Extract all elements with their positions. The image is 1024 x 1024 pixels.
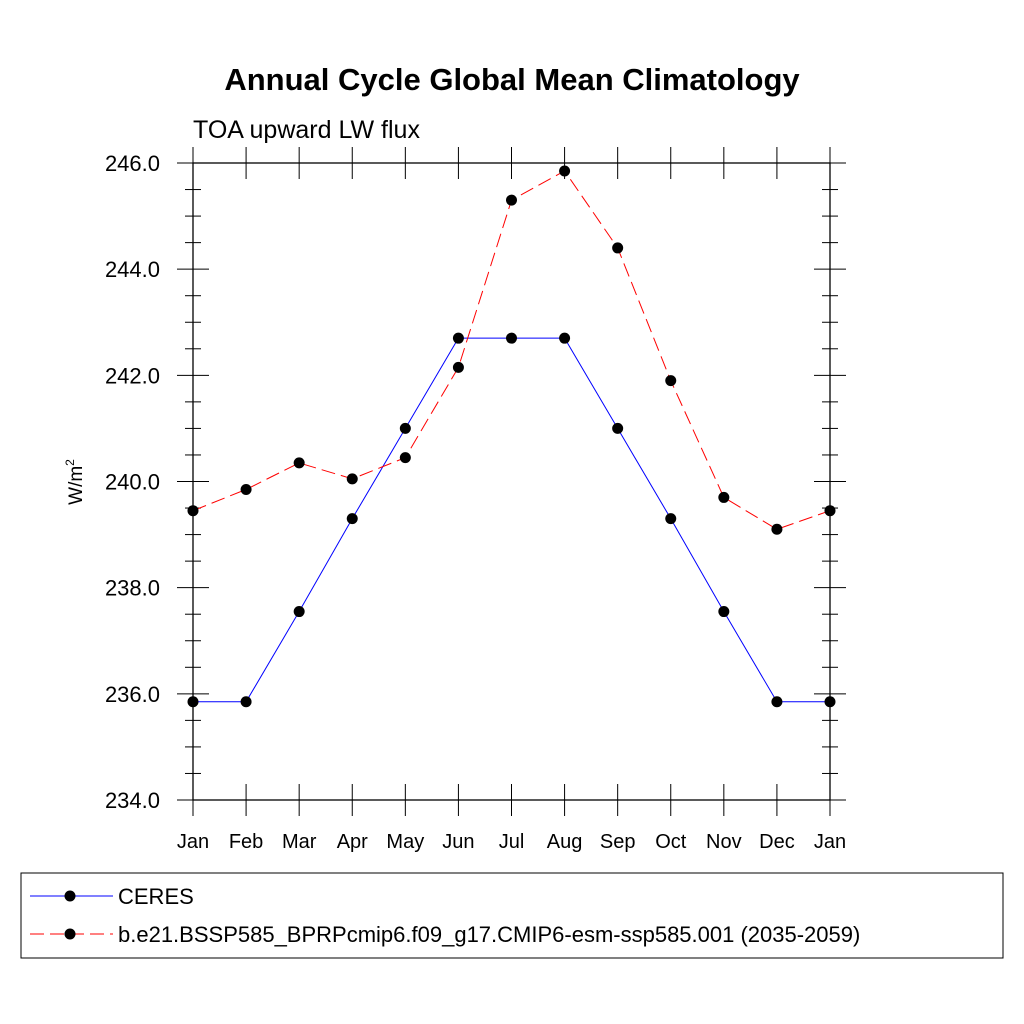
series-line-0 — [193, 337, 830, 703]
data-point-series-1 — [665, 375, 677, 387]
x-tick-label: Nov — [706, 831, 742, 853]
data-point-series-1 — [293, 457, 305, 469]
data-point-series-1 — [346, 473, 358, 485]
data-point-series-0 — [346, 513, 358, 525]
y-tick-label: 238.0 — [105, 576, 160, 601]
data-point-series-0 — [452, 332, 464, 344]
data-point-series-1 — [506, 194, 517, 206]
y-tick-label: 246.0 — [105, 151, 160, 176]
y-tick-label: 240.0 — [105, 470, 160, 495]
x-tick-label: Aug — [547, 831, 583, 853]
chart-title: Annual Cycle Global Mean Climatology — [224, 62, 800, 97]
x-tick-label: Mar — [282, 831, 317, 853]
data-point-series-0 — [559, 332, 571, 344]
x-tick-label: Jul — [499, 831, 525, 853]
data-point-series-0 — [240, 696, 252, 708]
x-tick-label: Jun — [442, 831, 474, 853]
y-tick-label: 244.0 — [105, 257, 160, 282]
x-tick-label: Jan — [177, 831, 209, 853]
data-point-series-1 — [399, 452, 411, 464]
data-point-series-1 — [240, 483, 252, 495]
data-point-series-0 — [718, 606, 730, 618]
y-tick-label: 236.0 — [105, 682, 160, 707]
data-point-series-0 — [506, 332, 517, 344]
legend-label-0: CERES — [118, 884, 194, 909]
legend-box — [20, 872, 1004, 959]
x-tick-label: Jan — [814, 831, 846, 853]
data-point-series-1 — [612, 242, 624, 254]
data-point-series-1 — [771, 523, 783, 535]
y-tick-label: 242.0 — [105, 363, 160, 388]
plot-frame — [192, 162, 831, 801]
legend-marker-1 — [64, 928, 76, 940]
legend-marker-0 — [64, 890, 76, 902]
y-axis-label-superscript: 2 — [63, 459, 77, 466]
data-point-series-1 — [718, 491, 730, 503]
data-point-series-0 — [399, 422, 411, 434]
x-tick-label: Sep — [600, 831, 636, 853]
y-axis-label-text: W/m — [66, 466, 87, 505]
series-line-1 — [192, 170, 831, 530]
chart-subtitle: TOA upward LW flux — [193, 116, 420, 144]
y-tick-label: 234.0 — [105, 788, 160, 813]
x-tick-label: May — [386, 831, 424, 853]
data-point-series-0 — [771, 696, 783, 708]
data-point-series-0 — [665, 513, 677, 525]
data-point-series-1 — [559, 165, 571, 177]
data-point-series-0 — [293, 606, 305, 618]
x-tick-label: Oct — [655, 831, 687, 853]
x-tick-label: Feb — [229, 831, 263, 853]
svg-text:W/m2: W/m2 — [63, 459, 87, 505]
x-tick-label: Apr — [337, 831, 368, 853]
y-axis-label: W/m2 — [63, 459, 87, 505]
data-point-series-0 — [612, 422, 624, 434]
legend-label-1: b.e21.BSSP585_BPRPcmip6.f09_g17.CMIP6-es… — [118, 922, 860, 947]
data-point-series-1 — [452, 361, 464, 373]
x-tick-label: Dec — [759, 831, 795, 853]
